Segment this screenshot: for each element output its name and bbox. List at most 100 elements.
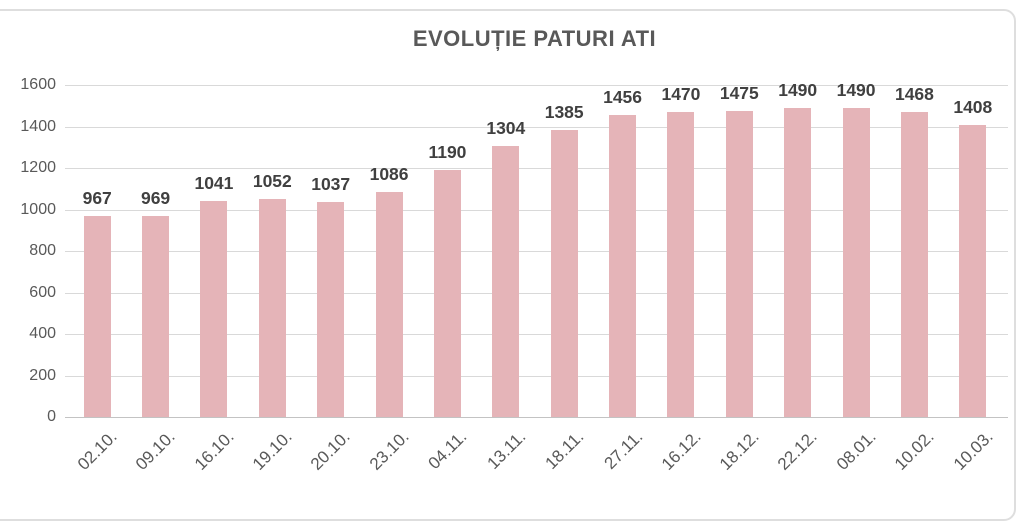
y-axis-tick-label: 1000	[20, 200, 56, 218]
bar-slot: 967	[68, 85, 126, 417]
x-axis-tick-label: 22.12.	[774, 427, 822, 474]
bar-value-label: 1086	[369, 163, 409, 184]
y-axis-tick-label: 200	[29, 366, 56, 384]
x-axis-slot: 10.02.	[885, 423, 943, 518]
bar: 1490	[778, 80, 817, 417]
y-axis-tick-label: 1200	[20, 159, 56, 176]
x-axis-tick-label: 10.03.	[949, 427, 997, 474]
x-axis-slot: 02.10.	[68, 423, 126, 518]
bar-value-label: 1490	[778, 79, 818, 100]
x-axis-tick-label: 18.12.	[715, 427, 763, 474]
x-axis-slot: 18.12.	[710, 423, 768, 518]
x-axis-slot: 16.12.	[652, 423, 710, 518]
y-axis: 0 200 400 600 800 1000 1200 1400 1600	[0, 76, 56, 425]
bar-value-label: 1456	[603, 86, 643, 107]
x-axis-tick-label: 19.10.	[248, 427, 296, 474]
gridline	[65, 334, 1008, 335]
gridline	[65, 292, 1008, 294]
bar: 1052	[253, 171, 292, 417]
x-axis-slot: 04.11.	[418, 423, 476, 518]
x-axis-slot: 18.11.	[535, 423, 593, 518]
gridline	[65, 251, 1008, 252]
x-axis-tick-label: 09.10.	[132, 427, 179, 474]
y-axis-tick-label: 1400	[20, 117, 56, 135]
y-axis-tick-label: 1600	[20, 76, 56, 93]
bar-slot: 1190	[418, 85, 476, 417]
bar-value-label: 1470	[661, 83, 701, 104]
bar: 1468	[895, 84, 934, 417]
gridline	[65, 209, 1008, 211]
plot-area: 967 969 1041 1052 1037 1086 1190 1304 1385 1456 14…	[68, 80, 1002, 417]
bar-value-label: 1304	[486, 118, 526, 139]
bar: 1086	[370, 164, 409, 417]
bar-value-label: 1037	[311, 173, 351, 194]
bar: 969	[141, 188, 170, 417]
x-axis: 02.10. 09.10. 16.10. 19.10. 20.10. 23.10. 04.1…	[68, 423, 1002, 518]
bar-value-label: 1490	[836, 79, 876, 100]
bar-value-label: 1468	[894, 84, 934, 105]
bar: 1385	[545, 102, 584, 417]
bar: 1304	[486, 118, 525, 417]
x-axis-tick-label: 08.01.	[832, 427, 880, 474]
bar-value-label: 1385	[544, 101, 584, 122]
gridlines	[65, 85, 1008, 418]
bar: 1470	[661, 84, 700, 417]
x-axis-tick-label: 04.11.	[424, 427, 471, 473]
bar: 967	[83, 188, 112, 417]
bar: 1190	[428, 142, 466, 417]
x-axis-tick-label: 16.12.	[657, 427, 705, 474]
bar-slot: 1037	[302, 85, 360, 417]
bar-slot: 1456	[593, 85, 651, 417]
bar: 1456	[603, 87, 642, 417]
x-axis-tick-label: 02.10.	[73, 427, 121, 474]
x-axis-slot: 22.12.	[769, 423, 827, 518]
x-axis-slot: 20.10.	[302, 423, 360, 518]
bar: 1037	[311, 174, 350, 417]
x-axis-tick-label: 18.11.	[541, 427, 588, 473]
y-axis-tick-label: 0	[47, 408, 56, 425]
bar-slot: 1052	[243, 85, 301, 417]
x-axis-tick-label: 10.02.	[891, 427, 938, 474]
x-axis-tick-label: 16.10.	[190, 427, 238, 474]
gridline	[65, 375, 1008, 377]
bar-slot: 1490	[769, 80, 827, 417]
x-axis-tick-label: 20.10.	[307, 427, 355, 474]
bar-value-label: 1408	[953, 96, 993, 117]
bar: 1041	[194, 173, 233, 417]
y-axis-tick-label: 600	[29, 283, 56, 301]
gridline	[65, 85, 1008, 86]
bar: 1475	[720, 83, 759, 417]
bar: 1408	[953, 97, 992, 417]
x-axis-tick-label: 23.10.	[365, 427, 413, 474]
bar-slot: 1041	[185, 85, 243, 417]
x-axis-slot: 19.10.	[243, 423, 301, 518]
x-axis-tick-label: 13.11.	[483, 427, 530, 473]
x-axis-tick-label: 27.11.	[600, 427, 646, 473]
y-axis-tick-label: 800	[29, 242, 56, 259]
bar-slot: 1490	[827, 80, 885, 417]
x-axis-slot: 13.11.	[477, 423, 535, 518]
bar-slot: 1086	[360, 85, 418, 417]
x-axis-slot: 16.10.	[185, 423, 243, 518]
x-axis-slot: 27.11.	[593, 423, 651, 518]
bar: 1490	[837, 80, 876, 417]
x-axis-slot: 09.10.	[126, 423, 184, 518]
chart-title: EVOLUȚIE PATURI ATI	[412, 26, 657, 51]
bar-value-label: 1190	[428, 142, 467, 163]
bar-slot: 1475	[710, 83, 768, 417]
bar-value-label: 1475	[719, 82, 759, 103]
bar-slot: 1304	[477, 85, 535, 417]
x-axis-slot: 08.01.	[827, 423, 885, 518]
bar-slot: 1470	[652, 84, 710, 417]
gridline	[65, 126, 1008, 128]
gridline	[65, 417, 1008, 418]
bar-slot: 1408	[944, 85, 1002, 417]
bar-slot: 969	[126, 85, 184, 417]
bar-value-label: 1041	[194, 173, 234, 193]
y-axis-tick-label: 400	[29, 325, 56, 342]
bar-value-label: 1052	[252, 170, 292, 191]
bar-slot: 1385	[535, 85, 593, 417]
bar-value-label: 967	[82, 188, 112, 209]
x-axis-slot: 23.10.	[360, 423, 418, 518]
